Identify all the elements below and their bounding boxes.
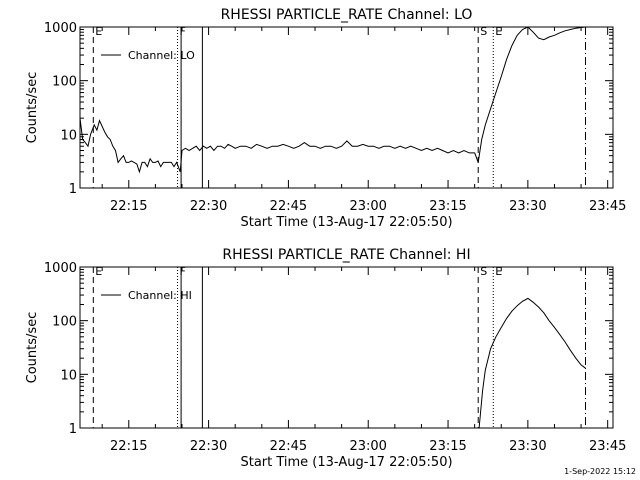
- x-axis-label: Start Time (13-Aug-17 22:05:50): [240, 215, 452, 230]
- x-tick-label: 22:45: [270, 199, 307, 214]
- time-marker-label: E: [495, 25, 502, 38]
- time-marker-label: E: [495, 265, 502, 278]
- x-tick-label: 23:45: [589, 199, 626, 214]
- series-line-lo: [79, 26, 586, 174]
- x-tick-label: 22:45: [270, 439, 307, 454]
- legend-entry: Channel: HI: [128, 289, 192, 302]
- x-tick-label: 23:45: [589, 439, 626, 454]
- y-tick-label: 100: [52, 315, 77, 330]
- x-tick-label: 22:30: [190, 439, 227, 454]
- x-tick-label: 22:30: [190, 199, 227, 214]
- y-axis-label: Counts/sec: [25, 72, 40, 144]
- chart-title-hi: RHESSI PARTICLE_RATE Channel: HI: [222, 247, 470, 263]
- time-marker-label: F: [180, 25, 186, 38]
- y-tick-label: 1000: [44, 21, 77, 36]
- y-tick-label: 1: [69, 422, 77, 437]
- x-tick-label: 23:30: [509, 199, 546, 214]
- time-marker-label: S: [480, 265, 487, 278]
- y-tick-label: 100: [52, 75, 77, 90]
- y-tick-label: 1000: [44, 261, 77, 276]
- x-tick-label: 22:15: [110, 199, 147, 214]
- plot-frame: [79, 26, 614, 189]
- x-axis-label: Start Time (13-Aug-17 22:05:50): [240, 455, 452, 470]
- y-axis-label: Counts/sec: [25, 312, 40, 384]
- y-tick-label: 10: [60, 128, 77, 143]
- time-marker-label: E: [95, 25, 102, 38]
- legend-entry: Channel: LO: [128, 49, 195, 62]
- x-tick-label: 23:00: [349, 439, 386, 454]
- time-marker-label: E: [95, 265, 102, 278]
- x-tick-label: 23:15: [429, 439, 466, 454]
- chart-panel-lo: RHESSI PARTICLE_RATE Channel: LOE F S E22:1…: [25, 7, 626, 230]
- x-tick-label: 23:15: [429, 199, 466, 214]
- series-line-hi: [478, 297, 586, 429]
- footer-timestamp: 1-Sep-2022 15:12: [564, 467, 636, 476]
- y-tick-label: 1: [69, 182, 77, 197]
- x-tick-label: 22:15: [110, 439, 147, 454]
- time-marker-label: S: [480, 25, 487, 38]
- chart-title-lo: RHESSI PARTICLE_RATE Channel: LO: [221, 7, 473, 23]
- plot-frame: [79, 266, 614, 429]
- x-tick-label: 23:30: [509, 439, 546, 454]
- x-tick-label: 23:00: [349, 199, 386, 214]
- time-marker-label: F: [180, 265, 186, 278]
- y-tick-label: 10: [60, 368, 77, 383]
- chart-panel-hi: RHESSI PARTICLE_RATE Channel: HIE F S E22:1…: [25, 247, 626, 470]
